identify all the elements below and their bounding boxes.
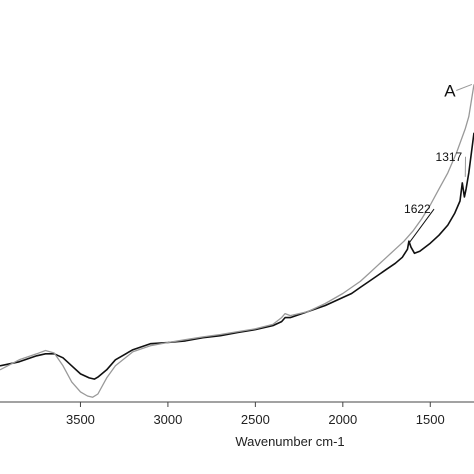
- x-axis: 3500 3000 2500 2000 1500: [0, 401, 474, 427]
- annotation-label: A: [444, 81, 456, 100]
- x-tick-label: 3000: [153, 412, 182, 427]
- spectrum-line-1: [0, 132, 474, 380]
- plot-area: [0, 84, 474, 398]
- x-tick-label: 2500: [241, 412, 270, 427]
- x-axis-title: Wavenumber cm-1: [235, 434, 344, 449]
- annotation-leader-line: [408, 208, 435, 244]
- x-tick-label: 3500: [66, 412, 95, 427]
- annotation-leader-line: [456, 83, 473, 91]
- annotations: A 1317 1622: [404, 81, 473, 244]
- x-tick-label: 2000: [328, 412, 357, 427]
- spectrum-line-2: [0, 84, 474, 398]
- annotation-label: 1317: [436, 150, 463, 164]
- x-tick-label: 1500: [416, 412, 445, 427]
- annotation-label: 1622: [404, 202, 431, 216]
